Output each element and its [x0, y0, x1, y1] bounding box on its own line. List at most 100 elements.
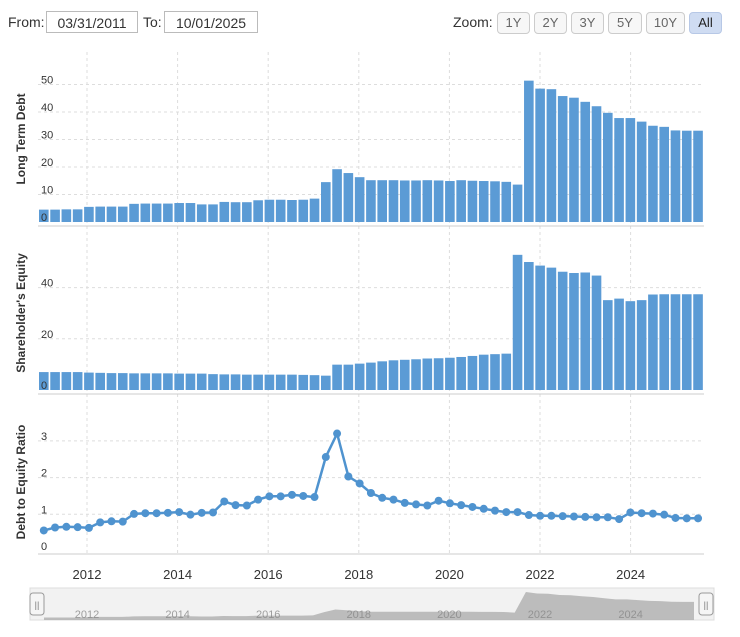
equity-bar-28 — [354, 363, 365, 390]
navigator-label-2014: 2014 — [165, 609, 189, 621]
debt-bar-46 — [557, 96, 568, 222]
ratio-point-49 — [592, 513, 601, 522]
shareholders-equity-panel — [39, 254, 703, 390]
ratio-point-7 — [118, 517, 127, 526]
ratio-point-41 — [502, 508, 511, 517]
debt-bar-33 — [411, 180, 421, 222]
debt-bar-52 — [625, 118, 636, 222]
navigator-right-handle[interactable] — [698, 592, 714, 616]
ratio-point-12 — [175, 508, 184, 517]
zoom-3y-button[interactable]: 3Y — [571, 12, 604, 34]
x-tick-label-2018: 2018 — [344, 567, 373, 582]
ratio-point-54 — [648, 509, 657, 518]
debt-bar-55 — [659, 126, 669, 222]
zoom-2y-button[interactable]: 2Y — [534, 12, 567, 34]
ratio-point-31 — [389, 495, 398, 504]
equity-bar-33 — [411, 359, 421, 390]
equity-bar-30 — [377, 361, 387, 390]
y-tick-label-3-2: 2 — [41, 468, 47, 480]
debt-bar-23 — [298, 199, 309, 222]
debt-bar-26 — [332, 169, 342, 222]
navigator-label-2018: 2018 — [347, 609, 371, 621]
ratio-point-21 — [276, 492, 285, 501]
ratio-point-33 — [412, 500, 421, 509]
zoom-all-button[interactable]: All — [689, 12, 722, 34]
navigator-left-handle-grip: || — [35, 600, 40, 610]
debt-bar-0 — [39, 209, 49, 222]
ratio-point-15 — [209, 508, 217, 517]
navigator-left-handle[interactable] — [29, 592, 45, 616]
equity-bar-39 — [478, 354, 489, 390]
zoom-10y-button[interactable]: 10Y — [646, 12, 685, 34]
ratio-point-48 — [581, 512, 590, 521]
ratio-point-58 — [694, 514, 703, 523]
navigator-label-2016: 2016 — [256, 609, 280, 621]
equity-bar-52 — [625, 301, 636, 390]
debt-bar-17 — [230, 202, 241, 222]
debt-bar-1 — [50, 209, 60, 222]
equity-bar-36 — [445, 357, 455, 390]
zoom-5y-button[interactable]: 5Y — [608, 12, 642, 34]
x-tick-label-2020: 2020 — [435, 567, 464, 582]
ratio-point-23 — [299, 491, 308, 500]
navigator-right-handle-grip: || — [704, 600, 709, 610]
ratio-point-17 — [231, 501, 240, 510]
zoom-1y-button[interactable]: 1Y — [497, 12, 530, 34]
y-tick-label-1-50: 50 — [41, 75, 53, 87]
to-date-input[interactable]: 10/01/2025 — [164, 11, 258, 33]
equity-bar-11 — [163, 373, 173, 390]
equity-bar-37 — [456, 356, 466, 390]
equity-bar-34 — [422, 358, 433, 390]
equity-bar-3 — [72, 372, 83, 390]
equity-bar-20 — [264, 374, 275, 390]
equity-bar-53 — [636, 300, 647, 390]
debt-bar-12 — [174, 203, 184, 222]
debt-bar-2 — [61, 209, 72, 222]
ratio-point-29 — [366, 489, 375, 498]
debt-bar-39 — [478, 181, 489, 222]
equity-bar-12 — [174, 373, 184, 390]
ratio-point-40 — [491, 506, 499, 515]
debt-bar-24 — [309, 198, 320, 222]
debt-to-equity-panel — [39, 429, 703, 535]
ratio-point-25 — [321, 453, 330, 462]
y-tick-label-1-30: 30 — [41, 130, 53, 142]
ratio-point-51 — [615, 515, 624, 524]
equity-bar-46 — [557, 271, 568, 390]
debt-bar-16 — [219, 201, 230, 222]
equity-bar-16 — [219, 374, 230, 390]
ratio-point-32 — [400, 498, 409, 507]
ratio-point-47 — [569, 512, 578, 521]
equity-bar-5 — [95, 372, 105, 390]
debt-bar-54 — [648, 125, 658, 222]
ratio-point-22 — [287, 490, 296, 499]
from-date-input[interactable]: 03/31/2011 — [46, 11, 138, 33]
equity-bar-31 — [388, 360, 399, 390]
equity-bar-54 — [648, 294, 658, 390]
equity-bar-48 — [580, 272, 591, 390]
x-tick-label-2024: 2024 — [616, 567, 645, 582]
equity-bar-42 — [512, 254, 523, 390]
y-tick-label-2-40: 40 — [41, 278, 53, 290]
equity-bar-57 — [681, 294, 692, 390]
y-tick-label-3-1: 1 — [41, 504, 47, 516]
debt-bar-7 — [117, 206, 128, 222]
ratio-point-0 — [39, 526, 48, 535]
y-tick-label-3-3: 3 — [41, 431, 47, 443]
equity-bar-22 — [287, 374, 297, 390]
ratio-point-39 — [479, 504, 488, 513]
debt-bar-15 — [208, 204, 218, 222]
navigator-label-2022: 2022 — [528, 609, 552, 621]
equity-bar-27 — [343, 364, 354, 390]
equity-bar-1 — [50, 372, 60, 390]
ratio-point-36 — [445, 499, 454, 508]
debt-bar-37 — [456, 180, 466, 222]
equity-bar-55 — [659, 294, 669, 390]
debt-bar-25 — [321, 182, 331, 222]
ratio-point-6 — [107, 517, 116, 526]
debt-bar-56 — [670, 130, 681, 222]
navigator: 2012 2014 2016 2018 2020 2022 2024 || || — [29, 587, 715, 621]
ratio-point-50 — [603, 513, 612, 522]
y-axis-title-3: Debt to Equity Ratio — [14, 425, 28, 540]
